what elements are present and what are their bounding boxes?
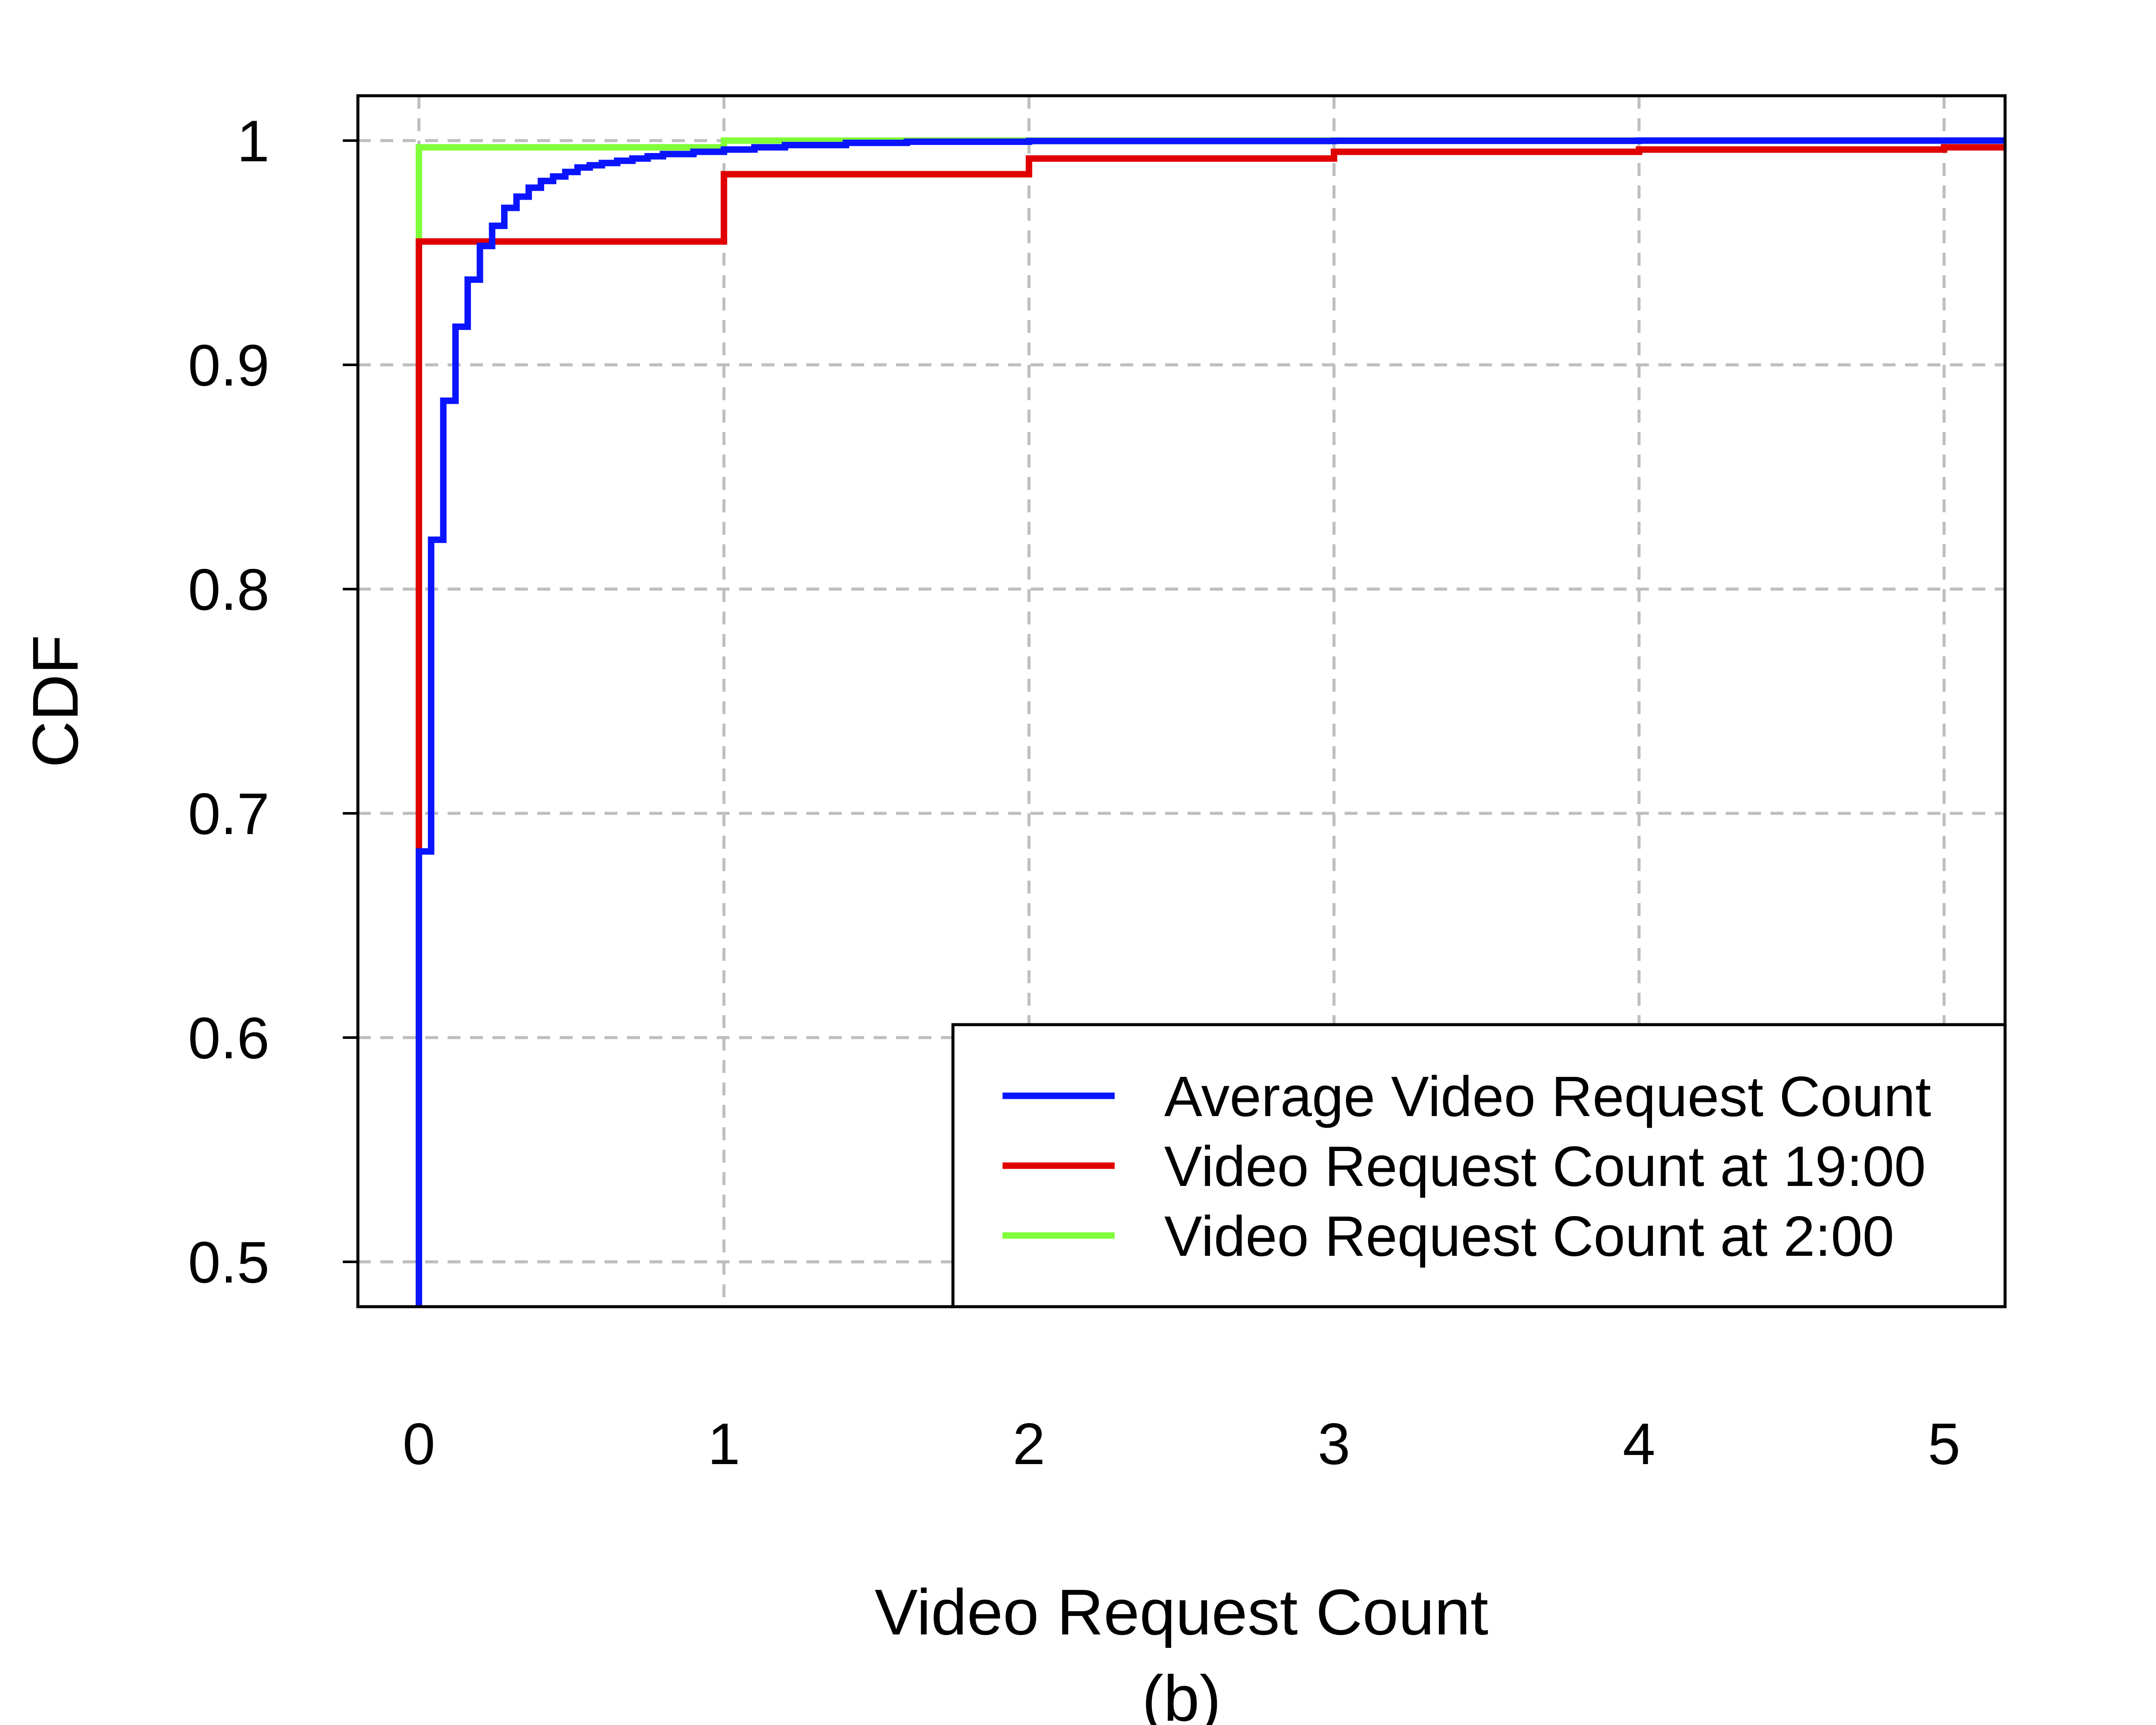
x-tick-label: 1 xyxy=(708,1411,740,1477)
series-lines xyxy=(415,137,2005,1307)
chart-caption: (b) xyxy=(1142,1662,1221,1725)
y-tick-label: 0.8 xyxy=(188,557,270,622)
y-tick-label: 0.5 xyxy=(188,1229,270,1295)
y-axis-label: CDF xyxy=(19,635,91,768)
x-tick-label: 3 xyxy=(1318,1411,1351,1477)
legend-label-0200: Video Request Count at 2:00 xyxy=(1164,1204,1894,1268)
legend-label-1900: Video Request Count at 19:00 xyxy=(1164,1135,1926,1198)
legend-label-average: Average Video Request Count xyxy=(1164,1065,1931,1128)
x-tick-label: 4 xyxy=(1623,1411,1655,1477)
y-tick-label: 0.7 xyxy=(188,781,270,847)
y-tick-label: 1 xyxy=(237,108,270,174)
x-axis-label: Video Request Count xyxy=(874,1576,1488,1648)
axis-ticks: 0 1 2 3 4 5 0.5 0.6 0.7 0.8 0.9 1 xyxy=(188,108,1960,1477)
series-line-1 xyxy=(415,144,2005,1307)
y-tick-label: 0.9 xyxy=(188,332,270,398)
series-line-0 xyxy=(415,137,2005,1307)
x-tick-label: 5 xyxy=(1928,1411,1961,1477)
y-tick-label: 0.6 xyxy=(188,1005,270,1071)
x-tick-label: 0 xyxy=(403,1411,436,1477)
legend: Average Video Request Count Video Reques… xyxy=(951,1023,2007,1308)
x-tick-label: 2 xyxy=(1012,1411,1045,1477)
legend-box xyxy=(951,1023,2007,1308)
